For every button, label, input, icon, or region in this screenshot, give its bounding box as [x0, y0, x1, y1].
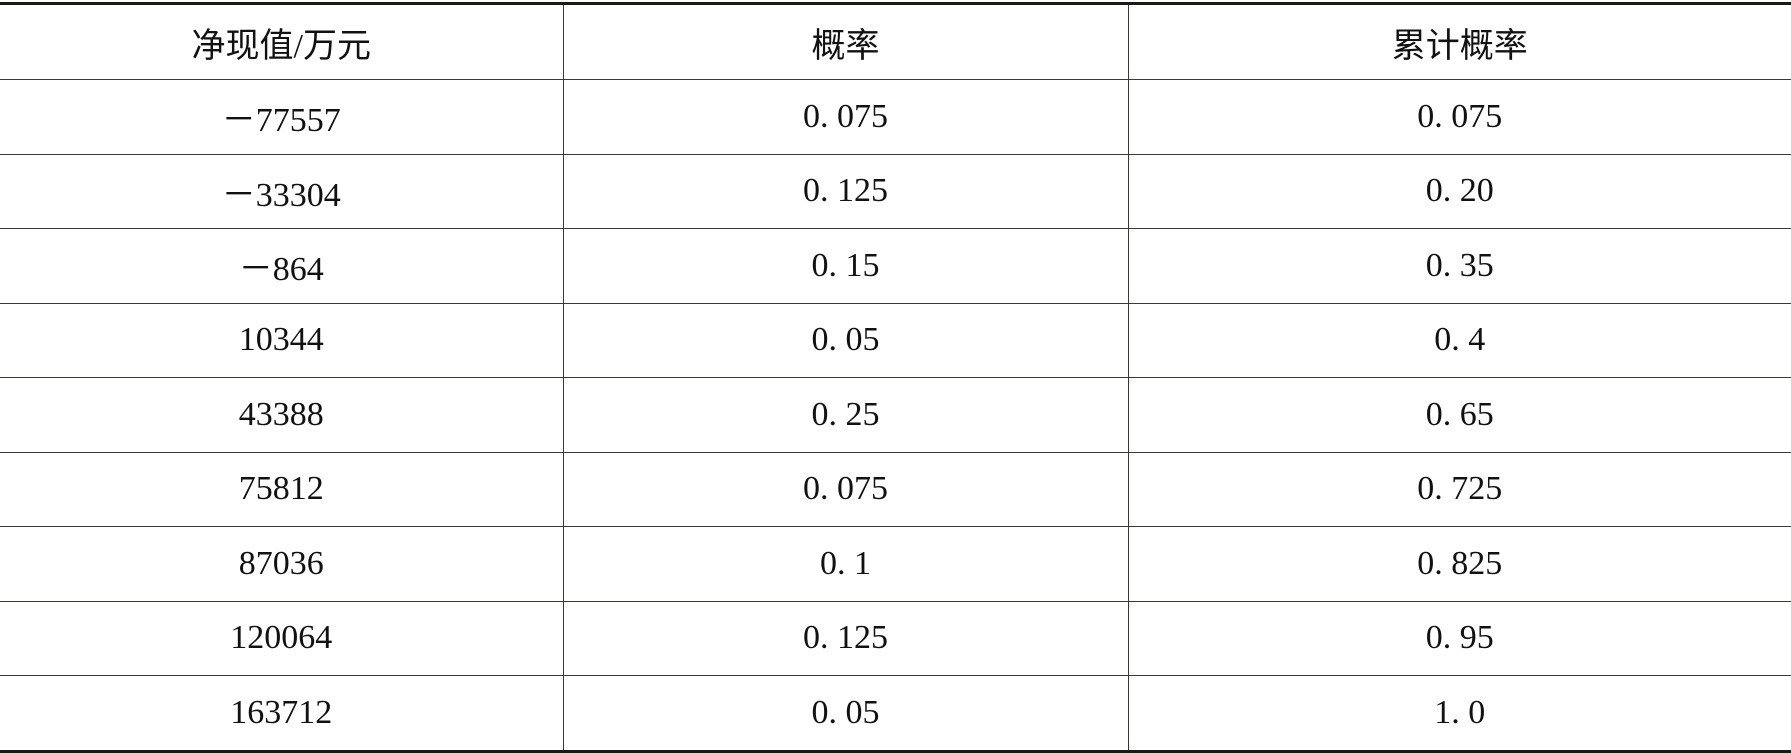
header-probability: 概率 [562, 3, 1128, 80]
probability-cell: 0. 05 [562, 675, 1128, 751]
header-cumulative-probability: 累计概率 [1127, 3, 1791, 80]
probability-cell: 0. 1 [562, 526, 1128, 602]
cumulative-probability-cell: 0. 4 [1127, 303, 1791, 378]
table-row: －864 0. 15 0. 35 [0, 228, 1791, 304]
npv-cell: －33304 [0, 154, 563, 229]
table-row: 87036 0. 1 0. 825 [0, 526, 1791, 602]
cumulative-probability-cell: 1. 0 [1127, 675, 1791, 751]
npv-cell: 10344 [0, 303, 563, 378]
table-row: －77557 0. 075 0. 075 [0, 79, 1791, 155]
table-row: －33304 0. 125 0. 20 [0, 154, 1791, 229]
probability-cell: 0. 05 [562, 303, 1128, 378]
table-row: 43388 0. 25 0. 65 [0, 377, 1791, 453]
probability-cell: 0. 15 [562, 228, 1128, 304]
npv-cell: －864 [0, 228, 563, 304]
npv-cell: 43388 [0, 377, 563, 453]
cumulative-probability-cell: 0. 95 [1127, 601, 1791, 676]
table-row: 10344 0. 05 0. 4 [0, 303, 1791, 378]
header-row: 净现值/万元 概率 累计概率 [0, 3, 1791, 80]
probability-cell: 0. 125 [562, 601, 1128, 676]
table-row: 163712 0. 05 1. 0 [0, 675, 1791, 751]
probability-cell: 0. 075 [562, 79, 1128, 155]
cumulative-probability-cell: 0. 825 [1127, 526, 1791, 602]
npv-cell: －77557 [0, 79, 563, 155]
header-npv: 净现值/万元 [0, 3, 563, 80]
npv-cell: 87036 [0, 526, 563, 602]
cumulative-probability-cell: 0. 20 [1127, 154, 1791, 229]
probability-cell: 0. 25 [562, 377, 1128, 453]
cumulative-probability-cell: 0. 725 [1127, 452, 1791, 527]
cumulative-probability-cell: 0. 075 [1127, 79, 1791, 155]
npv-cell: 120064 [0, 601, 563, 676]
npv-cell: 163712 [230, 693, 333, 731]
npv-cell: 75812 [0, 452, 563, 527]
probability-cell: 0. 075 [562, 452, 1128, 527]
cumulative-probability-cell: 0. 35 [1127, 228, 1791, 304]
table-row: 75812 0. 075 0. 725 [0, 452, 1791, 527]
cumulative-probability-cell: 0. 65 [1127, 377, 1791, 453]
probability-cell: 0. 125 [562, 154, 1128, 229]
table-row: 120064 0. 125 0. 95 [0, 601, 1791, 676]
